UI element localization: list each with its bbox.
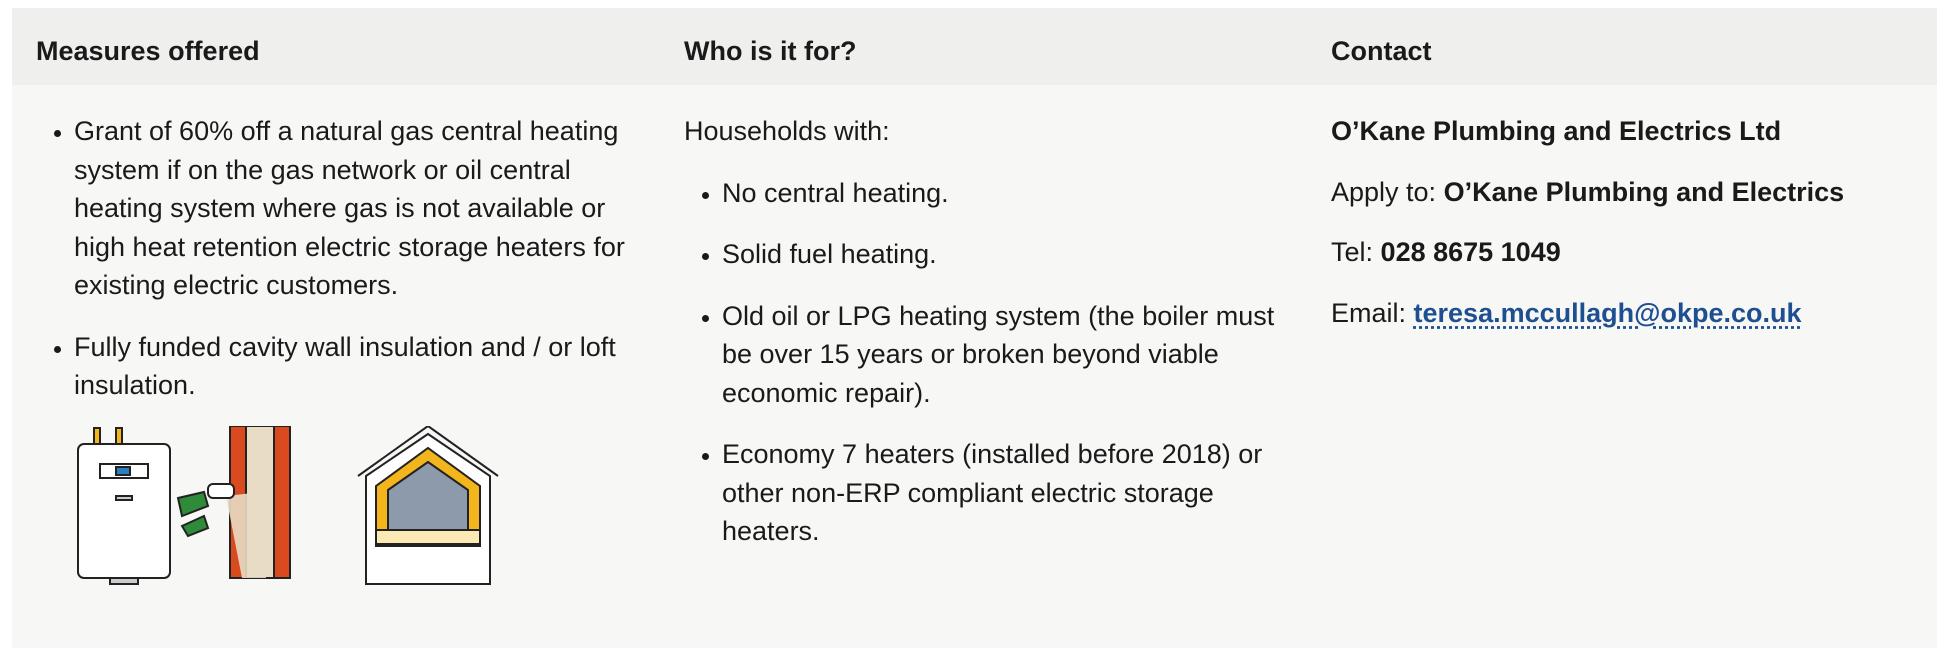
apply-label: Apply to:	[1331, 177, 1436, 207]
email-label: Email:	[1331, 298, 1406, 328]
who-intro: Households with:	[684, 112, 1284, 151]
tel-label: Tel:	[1331, 237, 1373, 267]
column-header: Who is it for?	[684, 8, 856, 94]
boiler-icon	[78, 428, 170, 584]
measure-icons	[66, 426, 566, 586]
page: {"table": { "headers": ["Measures offere…	[0, 0, 1937, 648]
contact-column: O’Kane Plumbing and Electrics Ltd Apply …	[1331, 112, 1931, 354]
measures-column: Grant of 60% off a natural gas central h…	[36, 112, 636, 596]
tel-value: 028 8675 1049	[1381, 237, 1561, 267]
column-header: Measures offered	[36, 8, 260, 94]
measure-item: Fully funded cavity wall insulation and …	[74, 328, 634, 405]
apply-value: O’Kane Plumbing and Electrics	[1444, 177, 1845, 207]
who-item: No central heating.	[722, 174, 1280, 213]
scheme-table: Measures offered Who is it for? Contact …	[12, 8, 1937, 648]
email-link[interactable]: teresa.mccullagh@okpe.co.uk	[1414, 298, 1802, 328]
wall-icon	[178, 426, 290, 578]
company-name: O’Kane Plumbing and Electrics Ltd	[1331, 116, 1781, 146]
column-header: Contact	[1331, 8, 1432, 94]
who-item: Old oil or LPG heating system (the boile…	[722, 297, 1280, 413]
who-item: Solid fuel heating.	[722, 235, 1280, 274]
who-item: Economy 7 heaters (installed before 2018…	[722, 435, 1280, 551]
who-column: Households with: No central heating. Sol…	[684, 112, 1284, 574]
header-row: Measures offered Who is it for? Contact	[12, 8, 1937, 85]
loft-icon	[358, 426, 498, 584]
measure-item: Grant of 60% off a natural gas central h…	[74, 112, 634, 305]
